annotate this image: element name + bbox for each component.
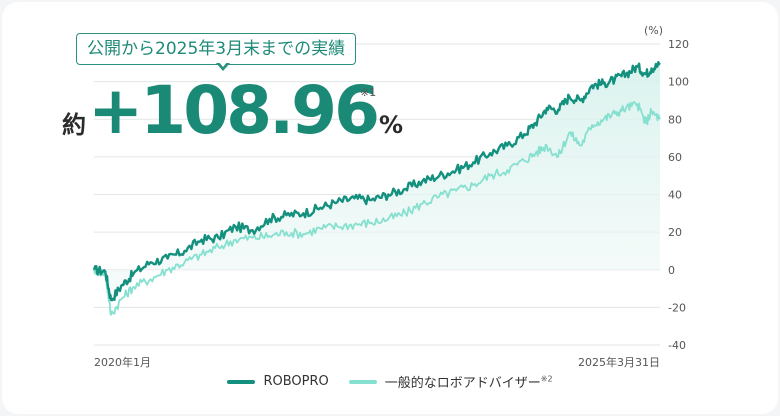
y-tick-label: 120 bbox=[668, 38, 689, 51]
legend-label-robopro: ROBOPRO bbox=[263, 374, 329, 389]
return-headline: 約 +108.96 % bbox=[62, 72, 403, 152]
percent-unit: % bbox=[379, 111, 404, 139]
approx-prefix: 約 bbox=[62, 111, 86, 139]
y-tick-label: 100 bbox=[668, 76, 689, 89]
callout-pointer bbox=[216, 61, 230, 71]
y-unit-label: (%) bbox=[644, 24, 663, 37]
y-tick-label: -20 bbox=[668, 301, 686, 314]
x-tick-label: 2020年1月 bbox=[94, 355, 151, 369]
period-callout: 公開から2025年3月末までの実績 bbox=[76, 33, 357, 65]
legend-item-robopro: ROBOPRO bbox=[227, 374, 329, 389]
x-tick-label: 2025年3月31日 bbox=[578, 355, 660, 369]
y-tick-label: 20 bbox=[668, 226, 682, 239]
y-tick-label: 80 bbox=[668, 113, 682, 126]
legend-swatch-robopro bbox=[227, 379, 256, 384]
legend-label-advisor: 一般的なロボアドバイザー※2 bbox=[384, 374, 553, 391]
footnote-mark-1: ※1 bbox=[360, 86, 377, 99]
return-value: +108.96 bbox=[88, 72, 380, 149]
y-tick-label: 40 bbox=[668, 189, 682, 202]
y-tick-label: -40 bbox=[668, 339, 686, 352]
chart-legend: ROBOPRO 一般的なロボアドバイザー※2 bbox=[0, 372, 780, 391]
advisor-line bbox=[93, 101, 661, 316]
y-tick-label: 0 bbox=[668, 264, 675, 277]
legend-swatch-advisor bbox=[348, 379, 377, 384]
legend-item-advisor: 一般的なロボアドバイザー※2 bbox=[348, 372, 553, 391]
robopro-line bbox=[92, 61, 661, 302]
y-tick-label: 60 bbox=[668, 151, 682, 164]
